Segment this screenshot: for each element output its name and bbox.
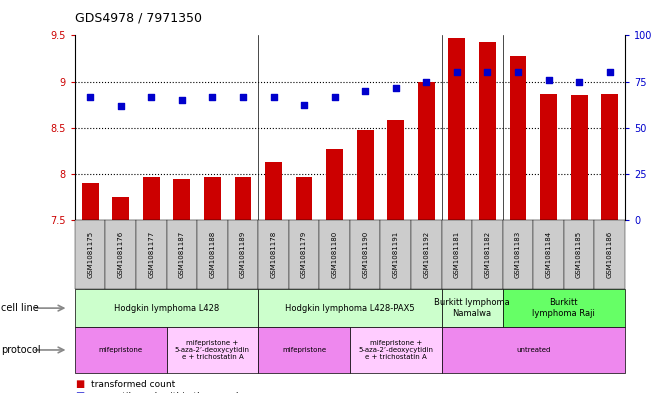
Text: protocol: protocol bbox=[1, 345, 41, 355]
Bar bbox=[173, 178, 190, 220]
Text: GSM1081189: GSM1081189 bbox=[240, 231, 246, 278]
Text: GSM1081186: GSM1081186 bbox=[607, 231, 613, 278]
Text: Burkitt
lymphoma Raji: Burkitt lymphoma Raji bbox=[533, 298, 595, 318]
Point bbox=[85, 94, 95, 100]
Text: ■: ■ bbox=[75, 391, 84, 393]
Text: Hodgkin lymphoma L428-PAX5: Hodgkin lymphoma L428-PAX5 bbox=[285, 304, 415, 312]
Text: GSM1081185: GSM1081185 bbox=[576, 231, 582, 278]
Point bbox=[207, 94, 217, 100]
Point bbox=[421, 79, 432, 85]
Bar bbox=[602, 94, 618, 220]
Bar bbox=[296, 177, 312, 220]
Text: mifepristone: mifepristone bbox=[282, 347, 326, 353]
Text: GSM1081187: GSM1081187 bbox=[179, 231, 185, 278]
Point bbox=[176, 97, 187, 103]
Point bbox=[268, 94, 279, 100]
Bar bbox=[82, 183, 98, 220]
Text: GSM1081184: GSM1081184 bbox=[546, 231, 551, 278]
Text: GSM1081191: GSM1081191 bbox=[393, 231, 399, 278]
Point bbox=[513, 69, 523, 75]
Text: untreated: untreated bbox=[516, 347, 551, 353]
Point bbox=[574, 79, 585, 85]
Text: mifepristone +
5-aza-2’-deoxycytidin
e + trichostatin A: mifepristone + 5-aza-2’-deoxycytidin e +… bbox=[358, 340, 434, 360]
Point bbox=[329, 94, 340, 100]
Point bbox=[391, 85, 401, 91]
Text: GSM1081188: GSM1081188 bbox=[210, 231, 215, 278]
Bar bbox=[357, 130, 374, 220]
Point bbox=[360, 88, 370, 94]
Text: GSM1081192: GSM1081192 bbox=[423, 231, 429, 278]
Bar bbox=[449, 38, 465, 220]
Point bbox=[146, 94, 156, 100]
Text: GSM1081175: GSM1081175 bbox=[87, 231, 93, 278]
Point bbox=[544, 77, 554, 83]
Bar bbox=[479, 42, 496, 220]
Bar bbox=[143, 177, 159, 220]
Bar bbox=[204, 177, 221, 220]
Text: Burkitt lymphoma
Namalwa: Burkitt lymphoma Namalwa bbox=[434, 298, 510, 318]
Point bbox=[299, 101, 309, 108]
Text: GSM1081179: GSM1081179 bbox=[301, 231, 307, 278]
Text: GSM1081190: GSM1081190 bbox=[362, 231, 368, 278]
Point bbox=[605, 69, 615, 75]
Point bbox=[238, 94, 248, 100]
Point bbox=[452, 69, 462, 75]
Bar bbox=[571, 95, 587, 220]
Bar bbox=[540, 94, 557, 220]
Text: mifepristone: mifepristone bbox=[99, 347, 143, 353]
Text: GSM1081178: GSM1081178 bbox=[271, 231, 277, 278]
Text: GSM1081176: GSM1081176 bbox=[118, 231, 124, 278]
Text: transformed count: transformed count bbox=[91, 380, 175, 389]
Text: GSM1081181: GSM1081181 bbox=[454, 231, 460, 278]
Point bbox=[115, 103, 126, 110]
Bar bbox=[387, 120, 404, 220]
Text: ■: ■ bbox=[75, 379, 84, 389]
Text: mifepristone +
5-aza-2’-deoxycytidin
e + trichostatin A: mifepristone + 5-aza-2’-deoxycytidin e +… bbox=[175, 340, 250, 360]
Text: percentile rank within the sample: percentile rank within the sample bbox=[91, 392, 244, 393]
Text: GSM1081183: GSM1081183 bbox=[515, 231, 521, 278]
Bar bbox=[510, 56, 527, 220]
Text: GSM1081182: GSM1081182 bbox=[484, 231, 490, 278]
Bar bbox=[113, 197, 129, 220]
Text: GSM1081177: GSM1081177 bbox=[148, 231, 154, 278]
Text: Hodgkin lymphoma L428: Hodgkin lymphoma L428 bbox=[114, 304, 219, 312]
Text: GDS4978 / 7971350: GDS4978 / 7971350 bbox=[75, 12, 202, 25]
Bar bbox=[234, 177, 251, 220]
Bar bbox=[326, 149, 343, 220]
Point bbox=[482, 69, 493, 75]
Bar bbox=[418, 82, 435, 220]
Text: cell line: cell line bbox=[1, 303, 39, 313]
Text: GSM1081180: GSM1081180 bbox=[331, 231, 338, 278]
Bar bbox=[265, 162, 282, 220]
